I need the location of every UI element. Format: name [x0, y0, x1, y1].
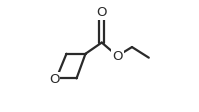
Text: O: O — [49, 73, 59, 86]
Text: O: O — [97, 6, 107, 19]
Text: O: O — [112, 50, 123, 62]
